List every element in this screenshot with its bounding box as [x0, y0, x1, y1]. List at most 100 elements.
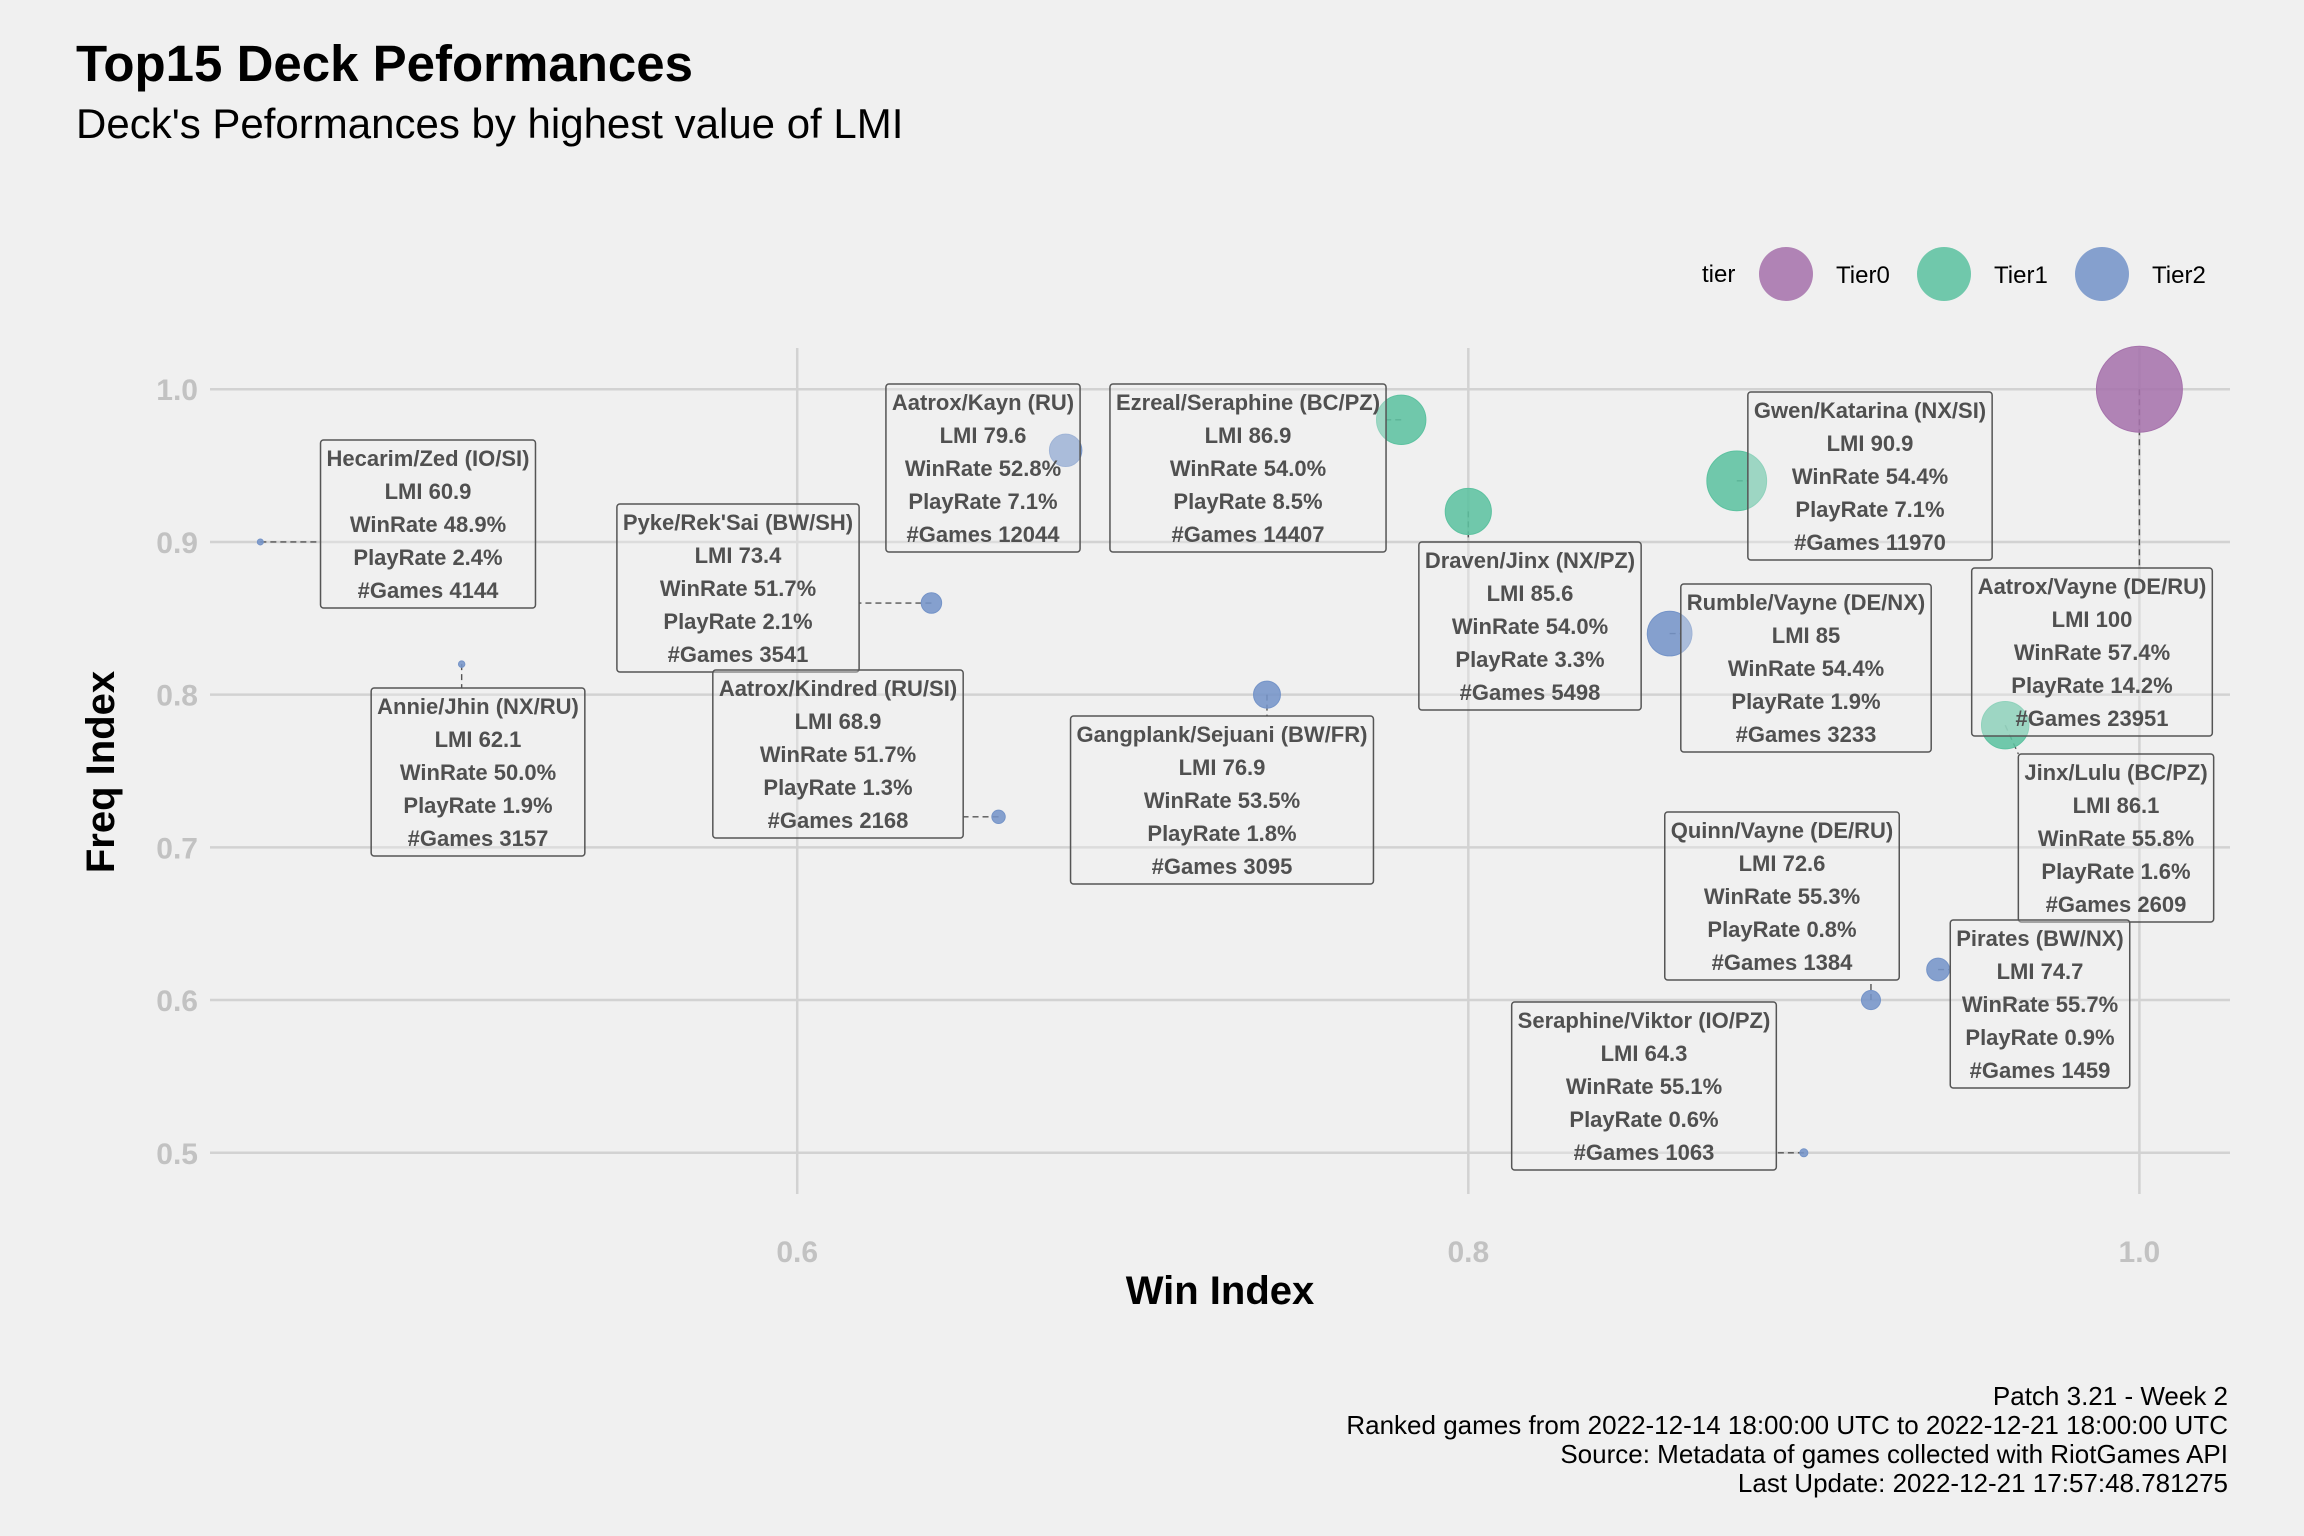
x-axis-label: Win Index [1126, 1269, 1315, 1313]
label-stat: WinRate 51.7% [760, 742, 916, 767]
y-tick-label: 0.7 [156, 832, 198, 865]
label-stat: LMI 62.1 [435, 727, 522, 752]
label-rumble-vayne-de-nx: Rumble/Vayne (DE/NX) LMI 85 WinRate 54.4% P… [1680, 583, 1932, 753]
caption-line: Ranked games from 2022-12-14 18:00:00 UT… [1346, 1410, 2228, 1440]
point-gwen-katarina-nx-si [1706, 450, 1768, 512]
y-tick-label: 1.0 [156, 374, 198, 407]
label-box [1069, 715, 1375, 885]
data-labels: Aatrox/Vayne (DE/RU) LMI 100 WinRate 57.4%… [319, 383, 2215, 1171]
label-stat: LMI 100 [2052, 607, 2133, 632]
label-deck-name: Ezreal/Seraphine (BC/PZ) [1116, 390, 1380, 415]
label-stat: PlayRate 0.6% [1569, 1107, 1718, 1132]
label-stat: WinRate 53.5% [1144, 788, 1300, 813]
label-stat: WinRate 55.3% [1704, 884, 1860, 909]
label-stat: WinRate 55.1% [1566, 1074, 1722, 1099]
y-tick-label: 0.9 [156, 527, 198, 560]
label-stat: WinRate 54.0% [1170, 456, 1326, 481]
label-stat: #Games 1384 [1712, 950, 1853, 975]
legend-label: Tier2 [2152, 262, 2206, 289]
label-stat: #Games 1459 [1970, 1058, 2111, 1083]
label-deck-name: Jinx/Lulu (BC/PZ) [2024, 760, 2207, 785]
caption-line: Last Update: 2022-12-21 17:57:48.781275 [1737, 1468, 2228, 1498]
label-stat: #Games 1063 [1574, 1140, 1715, 1165]
label-stat: #Games 3541 [668, 642, 809, 667]
label-draven-jinx-nx-pz: Draven/Jinx (NX/PZ) LMI 85.6 WinRate 54.0%… [1418, 541, 1642, 711]
label-stat: LMI 86.9 [1205, 423, 1292, 448]
label-stat: #Games 3095 [1152, 854, 1293, 879]
label-deck-name: Pyke/Rek'Sai (BW/SH) [623, 510, 853, 535]
y-tick-label: 0.6 [156, 985, 198, 1018]
axis-ticks: 0.6 0.8 1.0 0.5 0.6 0.7 0.8 0.9 1.0 [156, 374, 2160, 1269]
chart-subtitle: Deck's Peformances by highest value of L… [76, 100, 904, 147]
point-quinn-vayne-de-ru [1860, 990, 1882, 1011]
caption-line: Patch 3.21 - Week 2 [1992, 1381, 2228, 1411]
label-deck-name: Pirates (BW/NX) [1956, 926, 2123, 951]
grid-lines [210, 348, 2230, 1194]
label-stat: WinRate 55.8% [2038, 826, 2194, 851]
label-deck-name: Rumble/Vayne (DE/NX) [1687, 590, 1925, 615]
label-stat: PlayRate 3.3% [1455, 647, 1604, 672]
label-stat: WinRate 54.4% [1728, 656, 1884, 681]
legend-label: Tier1 [1994, 262, 2048, 289]
label-box [1510, 1001, 1778, 1171]
label-box [1747, 391, 1993, 561]
x-tick-label: 0.8 [1447, 1236, 1489, 1269]
label-deck-name: Annie/Jhin (NX/RU) [377, 694, 579, 719]
label-stat: #Games 2168 [768, 808, 909, 833]
label-quinn-vayne-de-ru: Quinn/Vayne (DE/RU) LMI 72.6 WinRate 55.3%… [1664, 811, 1900, 981]
legend-swatch [1917, 247, 1971, 301]
label-deck-name: Quinn/Vayne (DE/RU) [1671, 818, 1893, 843]
label-stat: #Games 4144 [358, 578, 499, 603]
point-pyke-rek-sai-bw-sh [920, 592, 943, 614]
label-box [370, 687, 586, 857]
y-tick-label: 0.8 [156, 680, 198, 713]
label-deck-name: Draven/Jinx (NX/PZ) [1425, 548, 1635, 573]
label-stat: LMI 60.9 [385, 479, 472, 504]
label-aatrox-vayne-de-ru: Aatrox/Vayne (DE/RU) LMI 100 WinRate 57.4%… [1970, 567, 2214, 737]
point-ezreal-seraphine-bc-pz [1376, 394, 1427, 445]
label-stat: LMI 76.9 [1179, 755, 1266, 780]
data-points [256, 345, 2183, 1158]
x-tick-label: 0.6 [776, 1236, 818, 1269]
label-stat: #Games 12044 [907, 522, 1061, 547]
label-stat: PlayRate 7.1% [908, 489, 1057, 514]
point-aatrox-vayne-de-ru [2095, 345, 2183, 433]
label-stat: LMI 68.9 [795, 709, 882, 734]
legend: tier Tier0 Tier1 Tier2 [1702, 244, 2206, 304]
label-box [712, 669, 964, 839]
label-stat: LMI 86.1 [2073, 793, 2160, 818]
label-stat: PlayRate 7.1% [1795, 497, 1944, 522]
label-box [1970, 567, 2214, 737]
label-stat: WinRate 57.4% [2014, 640, 2170, 665]
label-stat: PlayRate 0.8% [1707, 917, 1856, 942]
label-box [1680, 583, 1932, 753]
label-annie-jhin-nx-ru: Annie/Jhin (NX/RU) LMI 62.1 WinRate 50.0% P… [370, 687, 586, 857]
label-stat: #Games 2609 [2046, 892, 2187, 917]
label-stat: PlayRate 0.9% [1965, 1025, 2114, 1050]
label-stat: PlayRate 2.1% [663, 609, 812, 634]
label-gwen-katarina-nx-si: Gwen/Katarina (NX/SI) LMI 90.9 WinRate 54.… [1747, 391, 1993, 561]
label-box [1664, 811, 1900, 981]
legend-entry-tier1: Tier1 [1914, 244, 2048, 304]
y-tick-label: 0.5 [156, 1138, 198, 1171]
label-stat: PlayRate 1.6% [2041, 859, 2190, 884]
label-stat: PlayRate 14.2% [2011, 673, 2172, 698]
label-stat: #Games 11970 [1794, 530, 1946, 555]
point-hecarim-zed-io-si [256, 538, 264, 546]
label-stat: LMI 85.6 [1487, 581, 1574, 606]
label-stat: WinRate 52.8% [905, 456, 1061, 481]
label-stat: LMI 73.4 [695, 543, 783, 568]
legend-title: tier [1702, 261, 1735, 288]
x-tick-label: 1.0 [2119, 1236, 2161, 1269]
point-pirates-bw-nx [1926, 957, 1950, 982]
label-deck-name: Gwen/Katarina (NX/SI) [1754, 398, 1986, 423]
label-box [2017, 753, 2215, 923]
label-deck-name: Gangplank/Sejuani (BW/FR) [1077, 722, 1368, 747]
point-gangplank-sejuani-bw-fr [1253, 680, 1281, 709]
label-box [1949, 919, 2131, 1089]
label-deck-name: Aatrox/Vayne (DE/RU) [1978, 574, 2207, 599]
label-stat: PlayRate 1.9% [403, 793, 552, 818]
point-aatrox-kayn-ru [1048, 433, 1083, 468]
label-deck-name: Hecarim/Zed (IO/SI) [327, 446, 530, 471]
